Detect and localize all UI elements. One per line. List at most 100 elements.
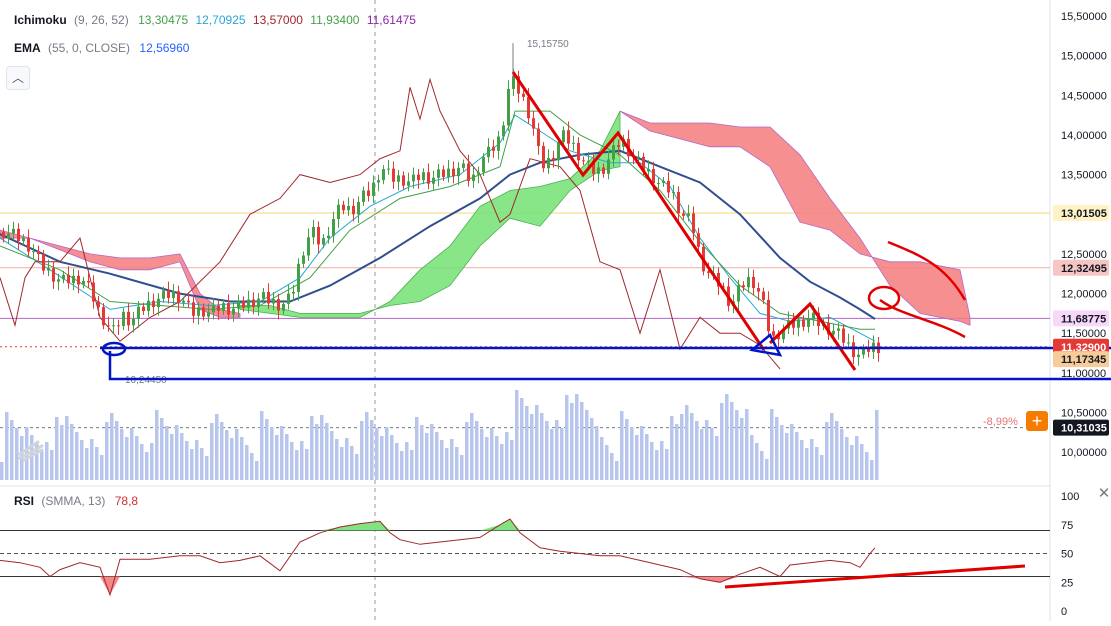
volume-bar [355, 454, 359, 480]
volume-bar [310, 416, 314, 480]
candle-body [242, 300, 245, 308]
candle-body [482, 157, 485, 173]
volume-bar [115, 421, 119, 480]
volume-bar [640, 426, 644, 480]
candle-body [757, 288, 760, 292]
volume-bar [175, 425, 179, 480]
candle-body [42, 253, 45, 271]
volume-bar [290, 442, 294, 480]
collapse-legend-button[interactable]: ︿ [6, 66, 30, 90]
volume-bar [70, 424, 74, 480]
price-tick-label: 15,50000 [1061, 11, 1107, 23]
volume-bar [855, 436, 859, 480]
candle-body [472, 174, 475, 181]
candle-body [437, 169, 440, 178]
volume-bar [370, 420, 374, 480]
candle-body [532, 118, 535, 129]
volume-bar [305, 449, 309, 480]
ichimoku-legend[interactable]: Ichimoku (9, 26, 52) 13,30475 12,70925 1… [14, 13, 420, 27]
candle-body [322, 238, 325, 245]
volume-bar [665, 449, 669, 480]
volume-bar [200, 448, 204, 480]
candle-body [577, 142, 580, 161]
candle-body [672, 192, 675, 194]
candle-body [462, 163, 465, 168]
volume-bar [150, 443, 154, 480]
volume-bar [705, 420, 709, 480]
rsi-tick-label: 0 [1061, 606, 1067, 618]
rsi-legend-params: (SMMA, 13) [41, 494, 106, 508]
volume-bar [470, 413, 474, 480]
ema-legend[interactable]: EMA (55, 0, CLOSE) 12,56960 [14, 41, 193, 55]
volume-bar [130, 428, 134, 480]
volume-bar [600, 437, 604, 480]
rsi-tick-label: 75 [1061, 520, 1073, 532]
volume-bar [255, 461, 259, 480]
candle-body [362, 190, 365, 202]
candle-body [232, 308, 235, 315]
candle-body [522, 93, 525, 97]
volume-bar [860, 444, 864, 480]
volume-bar [45, 442, 49, 480]
candle-body [552, 157, 555, 161]
candle-body [2, 231, 5, 239]
candle-body [277, 299, 280, 311]
volume-bar [460, 455, 464, 480]
volume-bar [570, 403, 574, 480]
volume-bar [620, 411, 624, 480]
change-label: -8,99% [983, 416, 1018, 428]
rsi-legend-name: RSI [14, 494, 35, 508]
volume-bar [565, 395, 569, 480]
rsi-legend[interactable]: RSI (SMMA, 13) 78,8 [14, 494, 142, 508]
candle-body [512, 76, 515, 89]
volume-bar [170, 434, 174, 480]
volume-bar [295, 450, 299, 480]
candle-body [782, 328, 785, 340]
volume-bar [90, 439, 94, 480]
rsi-line [0, 518, 876, 597]
volume-bar [760, 451, 764, 480]
rsi-tick-label: 50 [1061, 549, 1073, 561]
candle-body [502, 125, 505, 137]
volume-bar [720, 403, 724, 480]
candle-body [207, 312, 210, 317]
volume-bar [30, 435, 34, 480]
drawing-curve-top [887, 240, 967, 301]
candle-body [192, 302, 195, 316]
price-tick-label: 13,50000 [1061, 170, 1107, 182]
candle-body [117, 325, 120, 327]
candle-body [237, 300, 240, 309]
volume-bar [545, 421, 549, 480]
ema-legend-params: (55, 0, CLOSE) [48, 41, 131, 55]
volume-bar [590, 418, 594, 480]
candle-body [182, 300, 185, 303]
candle-body [737, 285, 740, 302]
close-pane-button[interactable]: ✕ [1097, 484, 1111, 502]
volume-bar [520, 398, 524, 480]
candle-body [392, 168, 395, 182]
volume-bar [680, 414, 684, 480]
volume-bar [40, 451, 44, 480]
candle-body [17, 228, 20, 242]
volume-bar [325, 423, 329, 480]
candle-body [847, 342, 850, 344]
add-alert-button[interactable]: + [1026, 411, 1048, 431]
candle-body [162, 290, 165, 299]
candle-body [547, 157, 550, 169]
candle-body [662, 180, 665, 183]
candle-body [32, 251, 35, 253]
candle-body [612, 145, 615, 160]
rsi-tick-label: 25 [1061, 577, 1073, 589]
drawing-blue-triangle [749, 333, 783, 357]
candle-body [592, 160, 595, 174]
volume-bar [0, 462, 4, 480]
candle-body [62, 274, 65, 280]
candle-body [762, 291, 765, 300]
volume-bar [140, 444, 144, 480]
volume-bar [100, 455, 104, 480]
drawing-bracket [108, 351, 1111, 381]
volume-bar [415, 417, 419, 480]
volume-bar [745, 409, 749, 480]
